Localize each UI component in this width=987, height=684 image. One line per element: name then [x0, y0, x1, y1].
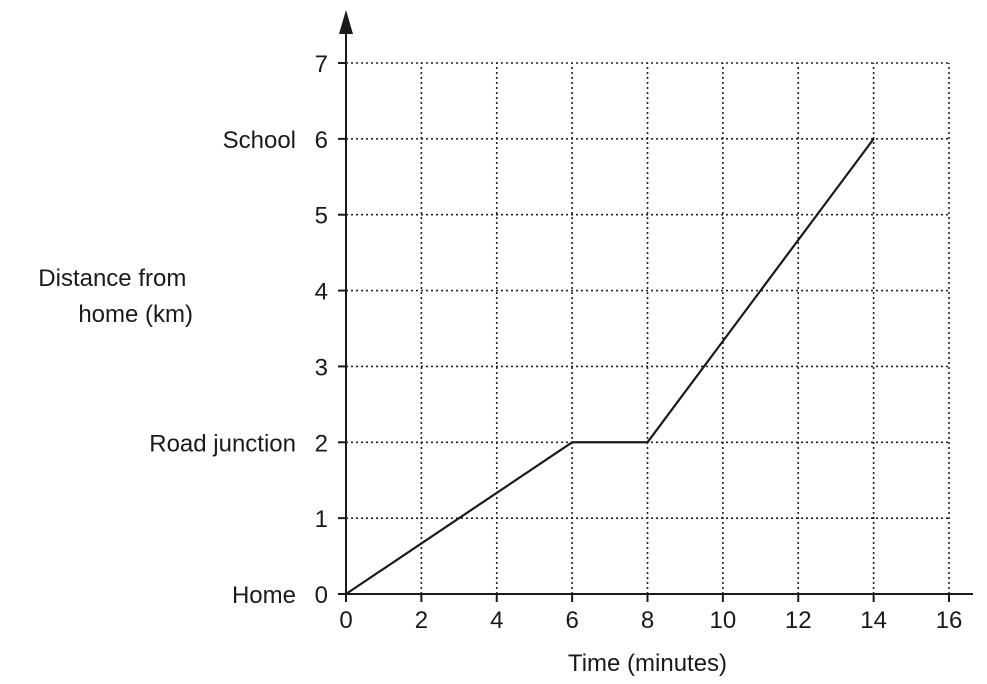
y-axis-title-line-1: Distance from — [38, 265, 186, 292]
y-axis-arrowhead — [339, 10, 353, 34]
y-tick-label: 1 — [315, 506, 328, 533]
y-tick-label: 0 — [315, 582, 328, 609]
y-axis-title: Distance from home (km) — [38, 265, 193, 328]
ticks — [338, 62, 950, 602]
x-tick-label: 16 — [936, 607, 963, 634]
series — [345, 138, 875, 595]
x-tick-label: 10 — [710, 607, 737, 634]
x-tick-label: 8 — [641, 607, 654, 634]
y-tick-label: 6 — [315, 127, 328, 154]
y-axis-title-line-2: home (km) — [78, 301, 193, 328]
x-tick-label: 4 — [490, 607, 503, 634]
y-position-name: Road junction — [149, 430, 296, 457]
series-line — [345, 138, 875, 595]
y-tick-label: 4 — [315, 279, 328, 306]
x-tick-label: 12 — [785, 607, 812, 634]
y-tick-label: 2 — [315, 430, 328, 457]
x-axis-title: Time (minutes) — [568, 650, 727, 677]
grid — [346, 62, 950, 594]
x-tick-label: 0 — [339, 607, 352, 634]
y-position-name: School — [223, 127, 296, 154]
y-tick-label: 5 — [315, 203, 328, 230]
y-tick-label: 7 — [315, 51, 328, 78]
x-tick-label: 2 — [415, 607, 428, 634]
y-position-name: Home — [232, 582, 296, 609]
x-tick-label: 14 — [860, 607, 887, 634]
y-tick-label: 3 — [315, 354, 328, 381]
axes — [339, 10, 973, 595]
x-tick-label: 6 — [565, 607, 578, 634]
